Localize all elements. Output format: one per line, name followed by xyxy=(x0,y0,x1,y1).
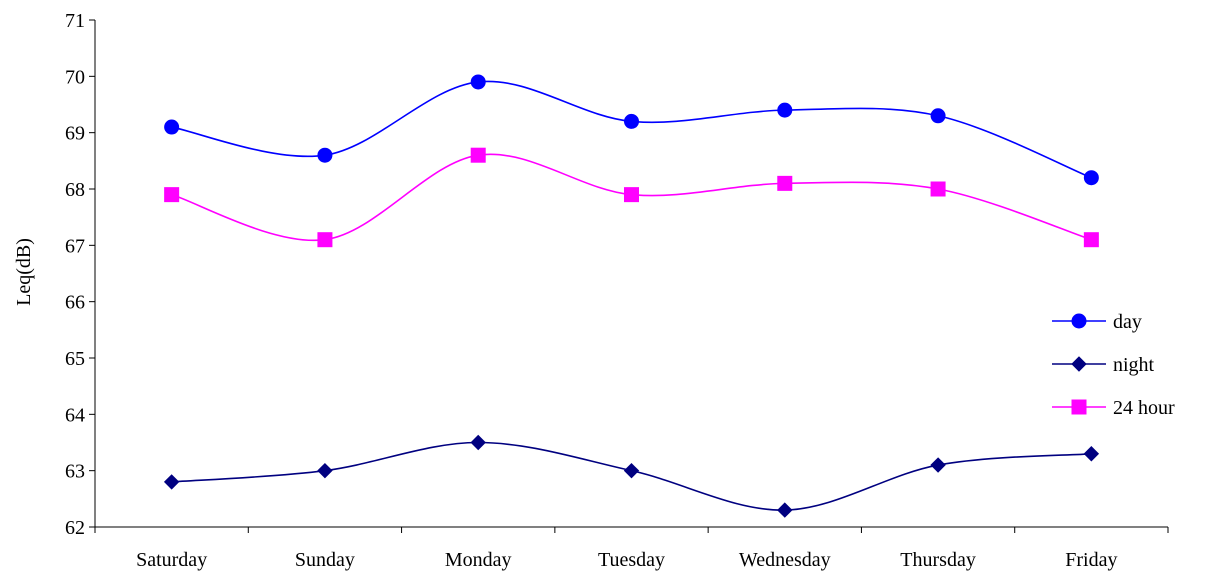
data-point-24-hour xyxy=(164,187,180,203)
y-tick-label: 66 xyxy=(65,292,85,314)
legend-item-day: day xyxy=(1052,311,1142,333)
y-tick-label: 70 xyxy=(65,66,85,88)
y-tick-label: 67 xyxy=(65,235,85,257)
legend-marker-24-hour xyxy=(1071,399,1087,415)
legend-item-night: night xyxy=(1052,354,1155,376)
y-tick-label: 71 xyxy=(65,10,85,32)
legend-label-24-hour: 24 hour xyxy=(1113,397,1175,419)
x-tick-label: Tuesday xyxy=(598,549,665,571)
data-point-day xyxy=(624,113,639,129)
axes: 62 63 64 65 66 67 68 69 70 71 Saturday Sunday Monday… xyxy=(65,10,1169,571)
data-point-night xyxy=(777,502,793,518)
x-tick-label: Friday xyxy=(1065,549,1117,571)
y-tick-label: 69 xyxy=(65,123,85,145)
x-tick-label: Monday xyxy=(445,549,512,571)
data-point-24-hour xyxy=(317,232,333,248)
legend-label-day: day xyxy=(1113,311,1142,333)
series-day xyxy=(164,74,1099,186)
legend-label-night: night xyxy=(1113,354,1155,376)
data-point-day xyxy=(930,108,946,124)
data-point-night xyxy=(623,462,640,479)
y-tick-label: 68 xyxy=(65,179,85,201)
data-point-day xyxy=(317,147,333,163)
data-point-night xyxy=(317,462,333,479)
data-point-day xyxy=(1083,170,1099,186)
data-point-day xyxy=(164,119,180,135)
data-point-night xyxy=(470,434,486,451)
y-tick-label: 65 xyxy=(65,348,85,370)
y-tick-label: 62 xyxy=(65,517,85,539)
data-point-24-hour xyxy=(470,147,486,163)
series-layer xyxy=(163,74,1100,518)
x-tick-label: Thursday xyxy=(900,549,976,571)
series-line-day xyxy=(171,80,1092,179)
y-tick-label: 64 xyxy=(65,404,85,426)
x-tick-label: Sunday xyxy=(295,549,355,571)
legend-item-24-hour: 24 hour xyxy=(1052,397,1175,419)
data-point-24-hour xyxy=(930,181,946,197)
data-point-night xyxy=(1083,446,1100,462)
legend: day night 24 hour xyxy=(1052,311,1175,419)
series-24-hour xyxy=(164,147,1099,248)
x-tick-label: Saturday xyxy=(136,549,207,571)
data-point-night xyxy=(930,457,946,473)
data-point-night xyxy=(163,474,180,490)
y-tick-label: 63 xyxy=(65,461,85,483)
x-tick-label: Wednesday xyxy=(739,549,831,571)
legend-marker-day xyxy=(1071,313,1087,329)
y-axis-title: Leq(dB) xyxy=(13,238,35,306)
data-point-24-hour xyxy=(777,175,793,191)
data-point-day xyxy=(777,102,793,118)
data-point-day xyxy=(470,74,486,90)
data-point-24-hour xyxy=(624,187,639,203)
series-night xyxy=(163,434,1100,518)
legend-marker-night xyxy=(1071,356,1087,372)
data-point-24-hour xyxy=(1083,232,1099,248)
